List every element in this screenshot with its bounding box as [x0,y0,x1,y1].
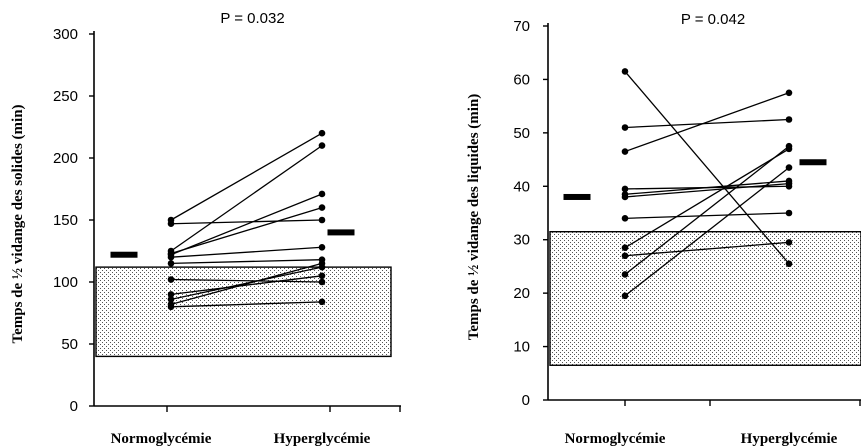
hyperglycemia-point [785,239,793,246]
liquids-chart: 0 10 20 30 40 50 60 70 P = 0.042 Temps de ½ vid… [466,11,861,447]
hyperglycemia-point [785,142,793,150]
normoglycemia-point [167,253,175,261]
pair-line [624,92,790,153]
y-tick-label: 40 [513,178,530,195]
normoglycemia-point [167,276,175,283]
solids-chart: 0 50 100 150 200 250 300 P = 0.032 Temps de ½ … [10,10,401,447]
hyperglycemia-point [785,89,793,97]
normoglycemia-point [167,260,175,267]
pair-line [170,278,323,283]
normoglycemia-point [621,271,629,278]
hyperglycemia-point [318,142,326,149]
normoglycemia-point [167,291,175,298]
normoglycemia-point [621,244,629,252]
hyperglycemia-point [785,116,793,123]
normoglycemia-point [621,193,629,201]
pair-line [170,219,323,225]
mean-hyperglycemia-marker [799,159,827,166]
hyperglycemia-point [785,260,793,268]
normoglycemia-point [167,220,175,228]
y-tick-label: 30 [513,232,530,249]
pair-line [170,259,323,265]
hyperglycemia-point [785,209,793,217]
y-tick-label: 50 [513,125,530,142]
pair-line [170,301,323,308]
x-category-normoglycemie: Normoglycémie [565,431,666,447]
y-tick-label: 10 [513,339,530,356]
mean-markers [110,229,355,258]
pair-line [170,262,323,305]
p-value: P = 0.042 [681,11,745,28]
normoglycemia-point [167,303,175,311]
hyperglycemia-point [318,298,326,306]
hyperglycemia-point [318,216,326,224]
y-tick-label: 20 [513,285,530,302]
y-tick-label: 250 [53,88,78,105]
hyperglycemia-point [318,129,326,137]
normoglycemia-point [621,68,629,75]
y-tick-label: 200 [53,150,78,167]
mean-normoglycemia-marker [110,251,138,258]
hyperglycemia-point [785,164,793,171]
hyperglycemia-point [318,278,326,286]
hyperglycemia-point [318,204,326,211]
mean-hyperglycemia-marker [327,229,355,236]
normoglycemia-point [621,185,629,193]
y-axis-title: Temps de ½ vidange des liquides (min) [466,94,482,341]
pair-line [624,145,790,275]
y-tick-label: 60 [513,71,530,88]
x-ticks [624,400,861,406]
y-tick-label: 0 [70,398,78,415]
pair-line [624,182,790,198]
p-value: P = 0.032 [220,10,284,27]
pair-line [170,132,323,221]
pair-line [170,246,323,258]
normoglycemia-point [621,292,629,300]
y-axis-title: Temps de ½ vidange des solides (min) [10,104,26,343]
pair-line [624,70,790,265]
normoglycemia-point [621,148,629,155]
hyperglycemia-point [318,260,326,267]
hyperglycemia-point [318,243,326,251]
x-category-normoglycemie: Normoglycémie [111,431,212,447]
hyperglycemia-point [785,180,793,187]
pair-line [170,193,323,256]
y-ticks: 0 10 20 30 40 50 60 70 [513,18,548,409]
mean-markers [563,159,827,200]
y-tick-label: 0 [522,392,530,409]
y-tick-label: 100 [53,274,78,291]
pair-line [170,145,323,252]
pair-line [170,275,323,296]
normoglycemia-point [621,252,629,260]
y-ticks: 0 50 100 150 200 250 300 [53,26,94,415]
y-tick-label: 150 [53,212,78,229]
x-ticks [166,406,401,412]
mean-normoglycemia-marker [563,193,591,200]
normal-range-box [95,266,392,358]
paired-lines [167,129,326,311]
normoglycemia-point [167,296,175,303]
hyperglycemia-point [318,272,326,280]
y-tick-label: 50 [61,336,78,353]
pair-line [624,167,790,297]
x-category-hyperglycemie: Hyperglycémie [274,431,371,447]
pair-line [624,212,790,219]
pair-line [624,148,790,249]
pair-line [624,118,790,129]
pair-line [624,180,790,195]
normal-range-box [549,230,861,366]
paired-lines [621,68,793,300]
y-tick-label: 70 [513,18,530,35]
normoglycemia-point [621,215,629,222]
y-tick-label: 300 [53,26,78,43]
x-category-hyperglycemie: Hyperglycémie [741,431,838,447]
pair-line [170,206,323,255]
hyperglycemia-point [318,190,326,198]
normoglycemia-point [621,124,629,131]
